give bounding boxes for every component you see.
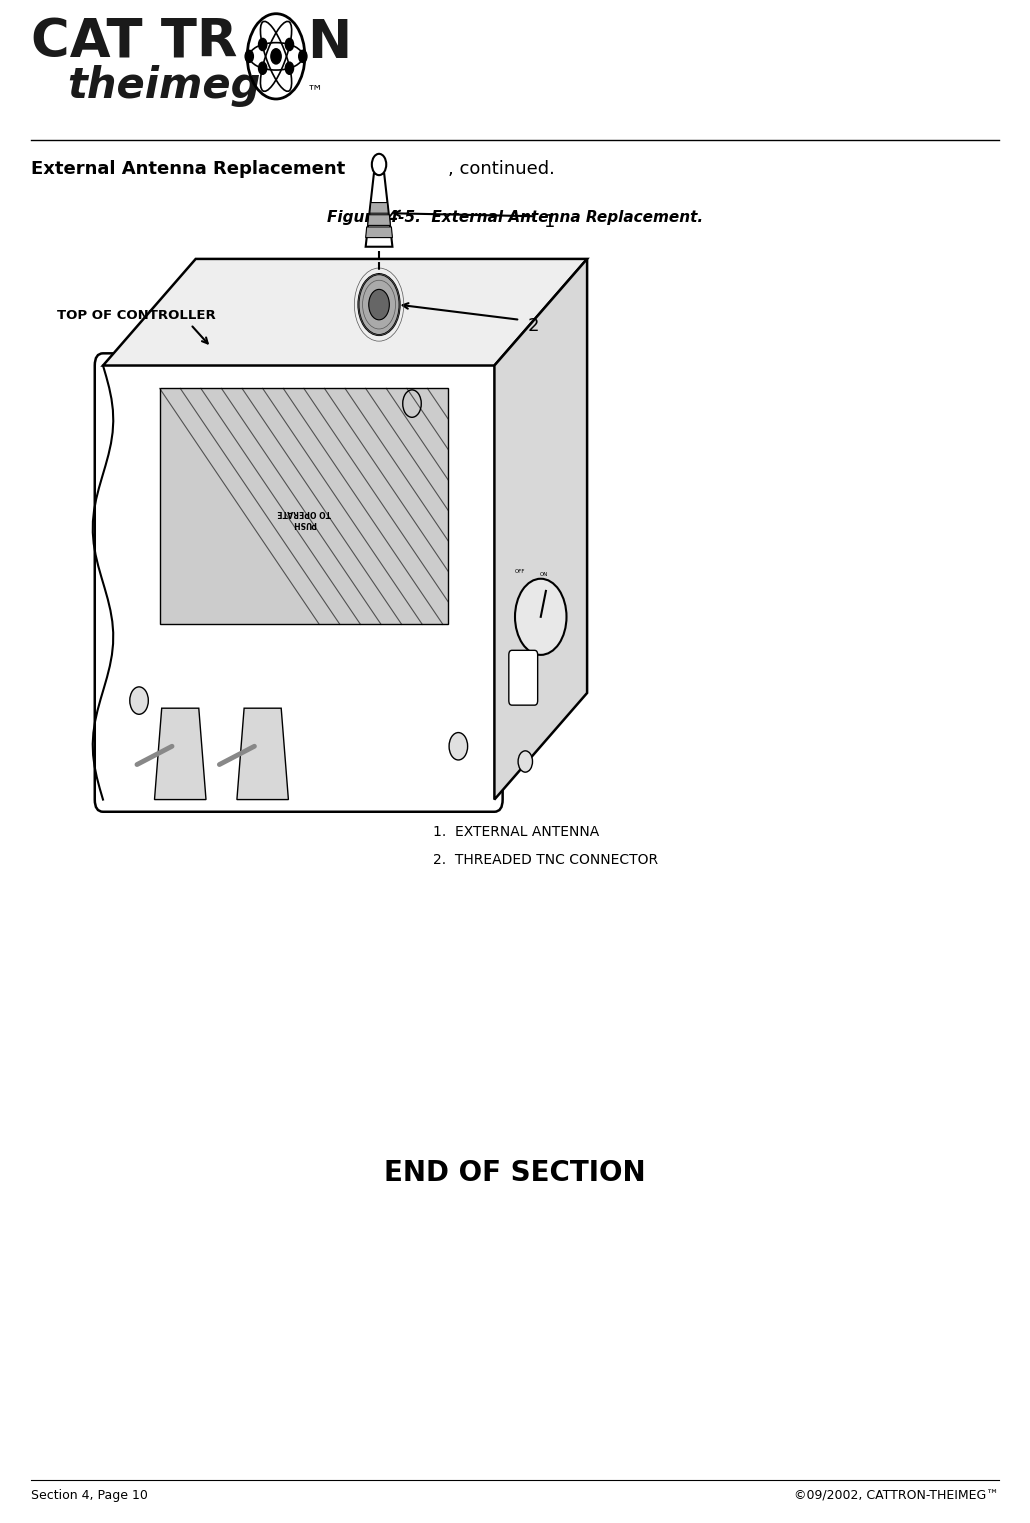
Polygon shape — [366, 174, 392, 247]
Polygon shape — [370, 203, 388, 213]
Circle shape — [245, 50, 253, 62]
Circle shape — [449, 733, 468, 760]
Circle shape — [285, 62, 294, 75]
Polygon shape — [237, 708, 288, 800]
FancyBboxPatch shape — [95, 353, 503, 812]
Text: OFF: OFF — [515, 568, 525, 574]
Circle shape — [358, 274, 400, 335]
Circle shape — [369, 289, 389, 320]
Text: Figure 4-5.  External Antenna Replacement.: Figure 4-5. External Antenna Replacement… — [327, 210, 703, 225]
Circle shape — [518, 751, 533, 772]
Text: END OF SECTION: END OF SECTION — [384, 1159, 646, 1186]
Text: TOP OF CONTROLLER: TOP OF CONTROLLER — [57, 309, 215, 321]
Circle shape — [285, 38, 294, 50]
Text: CAT TR: CAT TR — [31, 17, 237, 69]
Circle shape — [372, 154, 386, 175]
FancyBboxPatch shape — [509, 650, 538, 705]
Text: ON: ON — [540, 571, 548, 577]
Circle shape — [515, 579, 566, 655]
Text: , continued.: , continued. — [448, 160, 555, 178]
Polygon shape — [103, 259, 587, 366]
Circle shape — [259, 38, 267, 50]
Text: PUSH
TO OPERATE: PUSH TO OPERATE — [277, 509, 331, 527]
Text: 2: 2 — [527, 317, 539, 335]
Text: Section 4, Page 10: Section 4, Page 10 — [31, 1489, 147, 1503]
Text: 1: 1 — [544, 213, 555, 231]
Circle shape — [299, 50, 307, 62]
Text: N: N — [307, 17, 351, 69]
Text: theimeg: theimeg — [67, 64, 261, 107]
Circle shape — [259, 62, 267, 75]
Text: 2.  THREADED TNC CONNECTOR: 2. THREADED TNC CONNECTOR — [433, 853, 658, 867]
Text: External Antenna Replacement: External Antenna Replacement — [31, 160, 345, 178]
Circle shape — [271, 49, 281, 64]
Text: ™: ™ — [307, 82, 323, 101]
Circle shape — [130, 687, 148, 714]
Polygon shape — [368, 215, 390, 225]
Polygon shape — [366, 227, 392, 238]
Polygon shape — [154, 708, 206, 800]
Polygon shape — [160, 388, 448, 624]
Text: ©09/2002, CATTRON-THEIMEG™: ©09/2002, CATTRON-THEIMEG™ — [794, 1489, 999, 1503]
Text: 1.  EXTERNAL ANTENNA: 1. EXTERNAL ANTENNA — [433, 825, 598, 839]
Polygon shape — [494, 259, 587, 800]
